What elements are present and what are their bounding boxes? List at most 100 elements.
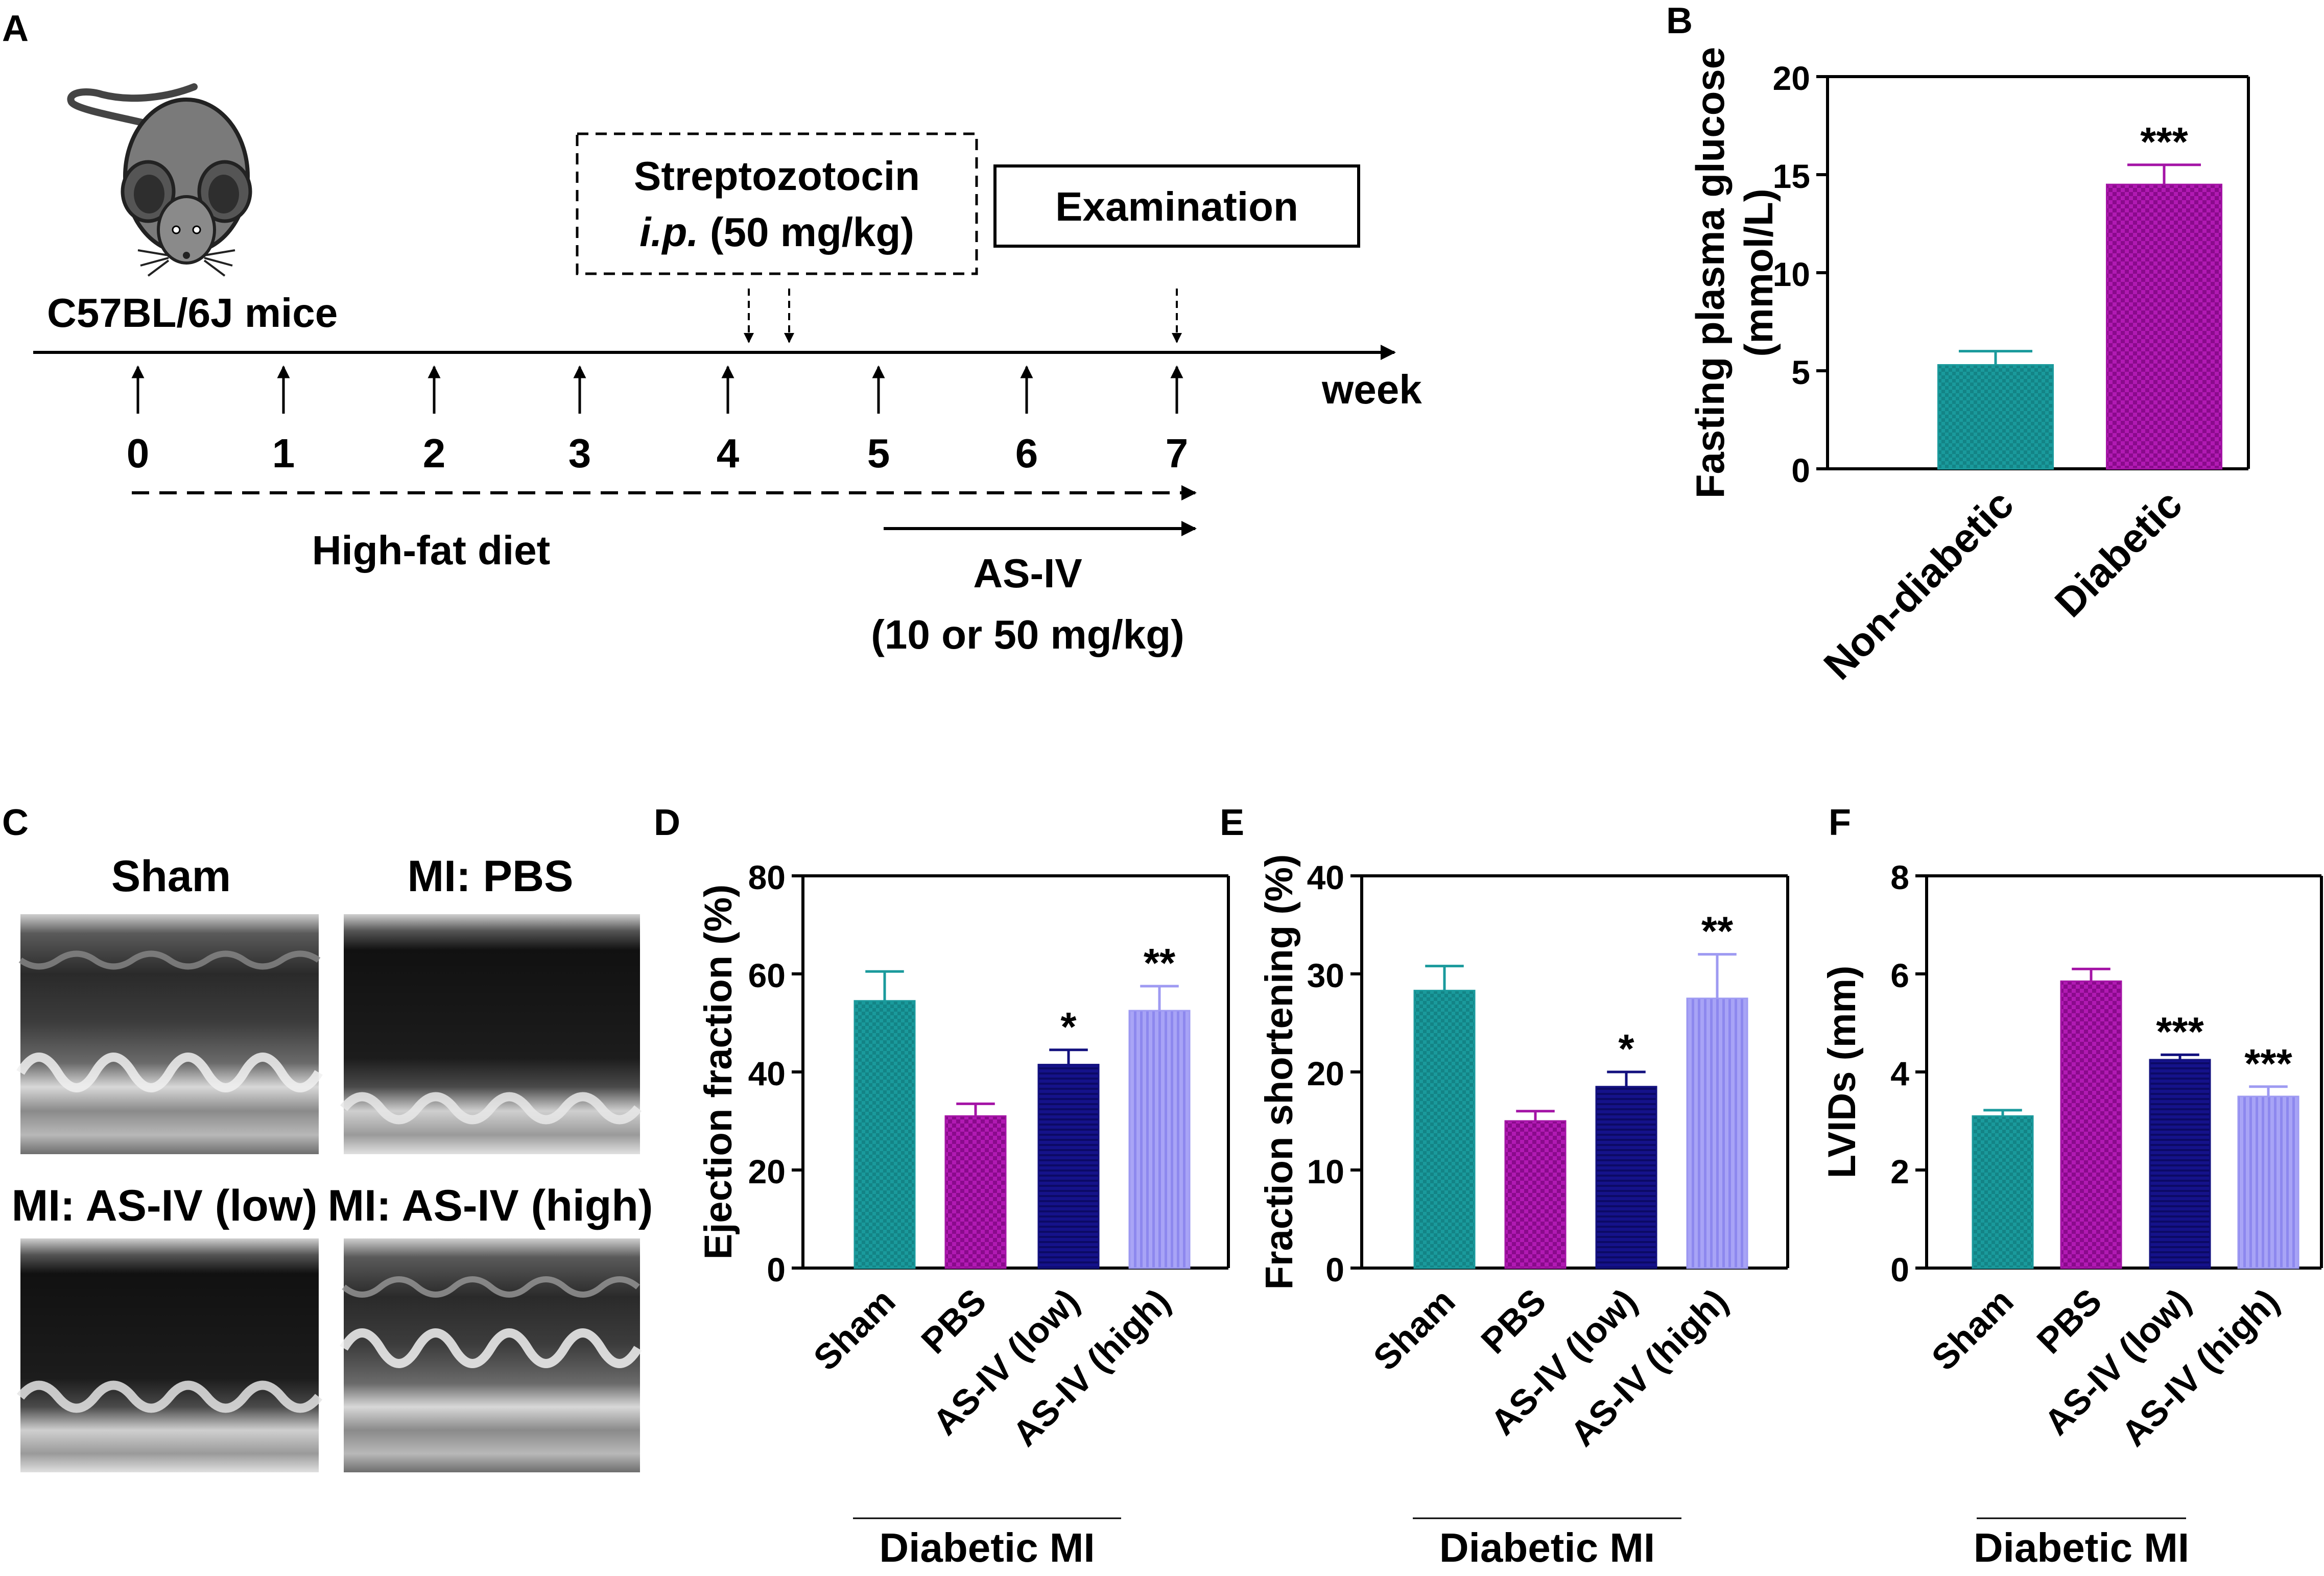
y-tick-label: 6: [1890, 957, 1909, 994]
significance-label: **: [1144, 940, 1176, 986]
echo-title-low: MI: AS-IV (low): [12, 1181, 318, 1230]
significance-label: ***: [2156, 1009, 2204, 1054]
asiv-label: AS-IV: [973, 551, 1082, 596]
y-tick-label: 60: [748, 957, 786, 994]
panel-label-a: A: [2, 8, 29, 49]
echo-title-pbs: MI: PBS: [408, 852, 574, 901]
diet-label: High-fat diet: [312, 528, 551, 573]
panel-label-d: D: [654, 802, 680, 843]
y-axis-label: Fraction shortening (%): [1258, 854, 1301, 1290]
y-tick-label: 20: [748, 1153, 786, 1190]
examination-label: Examination: [1055, 184, 1298, 229]
panel-label-b: B: [1666, 1, 1693, 41]
week-tick-label: 5: [867, 431, 890, 476]
y-axis-label: LVIDs (mm): [1820, 966, 1864, 1179]
y-tick-label: 40: [748, 1055, 786, 1092]
bar: [2237, 1095, 2299, 1269]
y-tick-label: 20: [1307, 1055, 1344, 1092]
stz-box: [576, 132, 978, 275]
significance-label: *: [1618, 1026, 1634, 1071]
significance-label: **: [1701, 909, 1734, 954]
week-arrows: [131, 365, 1183, 414]
y-tick-label: 20: [1773, 59, 1810, 97]
y-tick-label: 0: [1890, 1251, 1909, 1288]
bar: [2149, 1059, 2211, 1269]
week-tick-label: 0: [127, 431, 150, 476]
bar: [1128, 1010, 1191, 1269]
y-tick-label: 4: [1890, 1055, 1909, 1092]
y-tick-label: 0: [767, 1251, 786, 1288]
week-tick-label: 4: [717, 431, 740, 476]
week-labels: 0 1 2 3 4 5 6 7: [127, 431, 1189, 476]
week-tick-label: 6: [1015, 431, 1038, 476]
significance-label: ***: [2244, 1041, 2292, 1086]
y-tick-label: 10: [1773, 255, 1810, 293]
panel-label-f: F: [1829, 802, 1851, 843]
timeline-unit: week: [1321, 367, 1422, 412]
y-tick-label: 80: [748, 858, 786, 896]
panel-label-c: C: [2, 802, 29, 843]
bar: [2060, 980, 2122, 1269]
group-label: Diabetic MI: [879, 1525, 1095, 1570]
group-label: Diabetic MI: [1439, 1525, 1655, 1570]
echo-image-low: [16, 1238, 323, 1472]
week-tick-label: 7: [1166, 431, 1189, 476]
x-tick-label: Sham: [806, 1281, 903, 1378]
bar: [1413, 990, 1476, 1269]
echo-image-sham: [16, 914, 323, 1154]
week-tick-label: 3: [568, 431, 591, 476]
x-tick-label: Sham: [1366, 1281, 1463, 1378]
echo-image-high: [340, 1238, 642, 1472]
bar: [1504, 1120, 1567, 1269]
x-tick-label: PBS: [1474, 1281, 1554, 1361]
bar: [2106, 183, 2222, 470]
y-tick-label: 30: [1307, 957, 1344, 994]
y-tick-label: 10: [1307, 1153, 1344, 1190]
echo-title-high: MI: AS-IV (high): [328, 1181, 653, 1230]
panel-c: C Sham MI: PBS MI: AS-IV (low) MI: AS-IV…: [2, 802, 653, 1472]
y-tick-label: 0: [1325, 1251, 1344, 1288]
mouse-icon: [67, 83, 252, 277]
mouse-strain-label: C57BL/6J mice: [47, 290, 338, 336]
asiv-dose-label: (10 or 50 mg/kg): [871, 612, 1184, 657]
y-tick-label: 5: [1791, 353, 1810, 391]
y-tick-label: 40: [1307, 858, 1344, 896]
panel-label-e: E: [1220, 802, 1244, 843]
y-tick-label: 8: [1890, 858, 1909, 896]
stz-dose-label: i.p. (50 mg/kg): [639, 209, 914, 255]
y-axis-label-units: (mmol/L): [1736, 188, 1781, 356]
y-tick-label: 0: [1791, 451, 1810, 489]
bar: [944, 1115, 1007, 1269]
x-tick-label: Non-diabetic: [1815, 481, 2022, 688]
x-tick-label: AS-IV (high): [1562, 1281, 1735, 1453]
y-tick-label: 2: [1890, 1153, 1909, 1190]
week-tick-label: 2: [423, 431, 446, 476]
significance-label: ***: [2140, 119, 2188, 164]
panel-a: A C57BL/6J mice Streptozotocin i.p. (50 …: [2, 8, 1422, 657]
y-tick-label: 15: [1773, 157, 1810, 195]
bar: [1686, 997, 1748, 1269]
x-tick-label: Diabetic: [2046, 481, 2191, 626]
significance-label: *: [1060, 1004, 1077, 1049]
examination-box: [993, 164, 1360, 248]
x-tick-label: AS-IV (high): [1005, 1281, 1177, 1453]
bar: [1037, 1064, 1100, 1269]
bar: [1937, 364, 2054, 470]
bar: [853, 1000, 916, 1269]
week-tick-label: 1: [272, 431, 295, 476]
y-axis-label: Ejection fraction (%): [697, 885, 740, 1260]
bar: [1595, 1086, 1657, 1269]
stz-label: Streptozotocin: [634, 153, 920, 199]
chart-b-glucose: 0 5 10 15 20 Fasting plasma glucose (mmol/L) No…: [1688, 47, 2250, 688]
group-label: Diabetic MI: [1974, 1525, 2189, 1570]
y-axis-label: Fasting plasma glucose: [1688, 47, 1733, 498]
x-tick-label: Sham: [1924, 1281, 2021, 1378]
x-tick-label: PBS: [914, 1281, 994, 1361]
x-tick-label: PBS: [2029, 1281, 2109, 1361]
bar: [1972, 1115, 2034, 1269]
echo-title-sham: Sham: [111, 852, 231, 901]
